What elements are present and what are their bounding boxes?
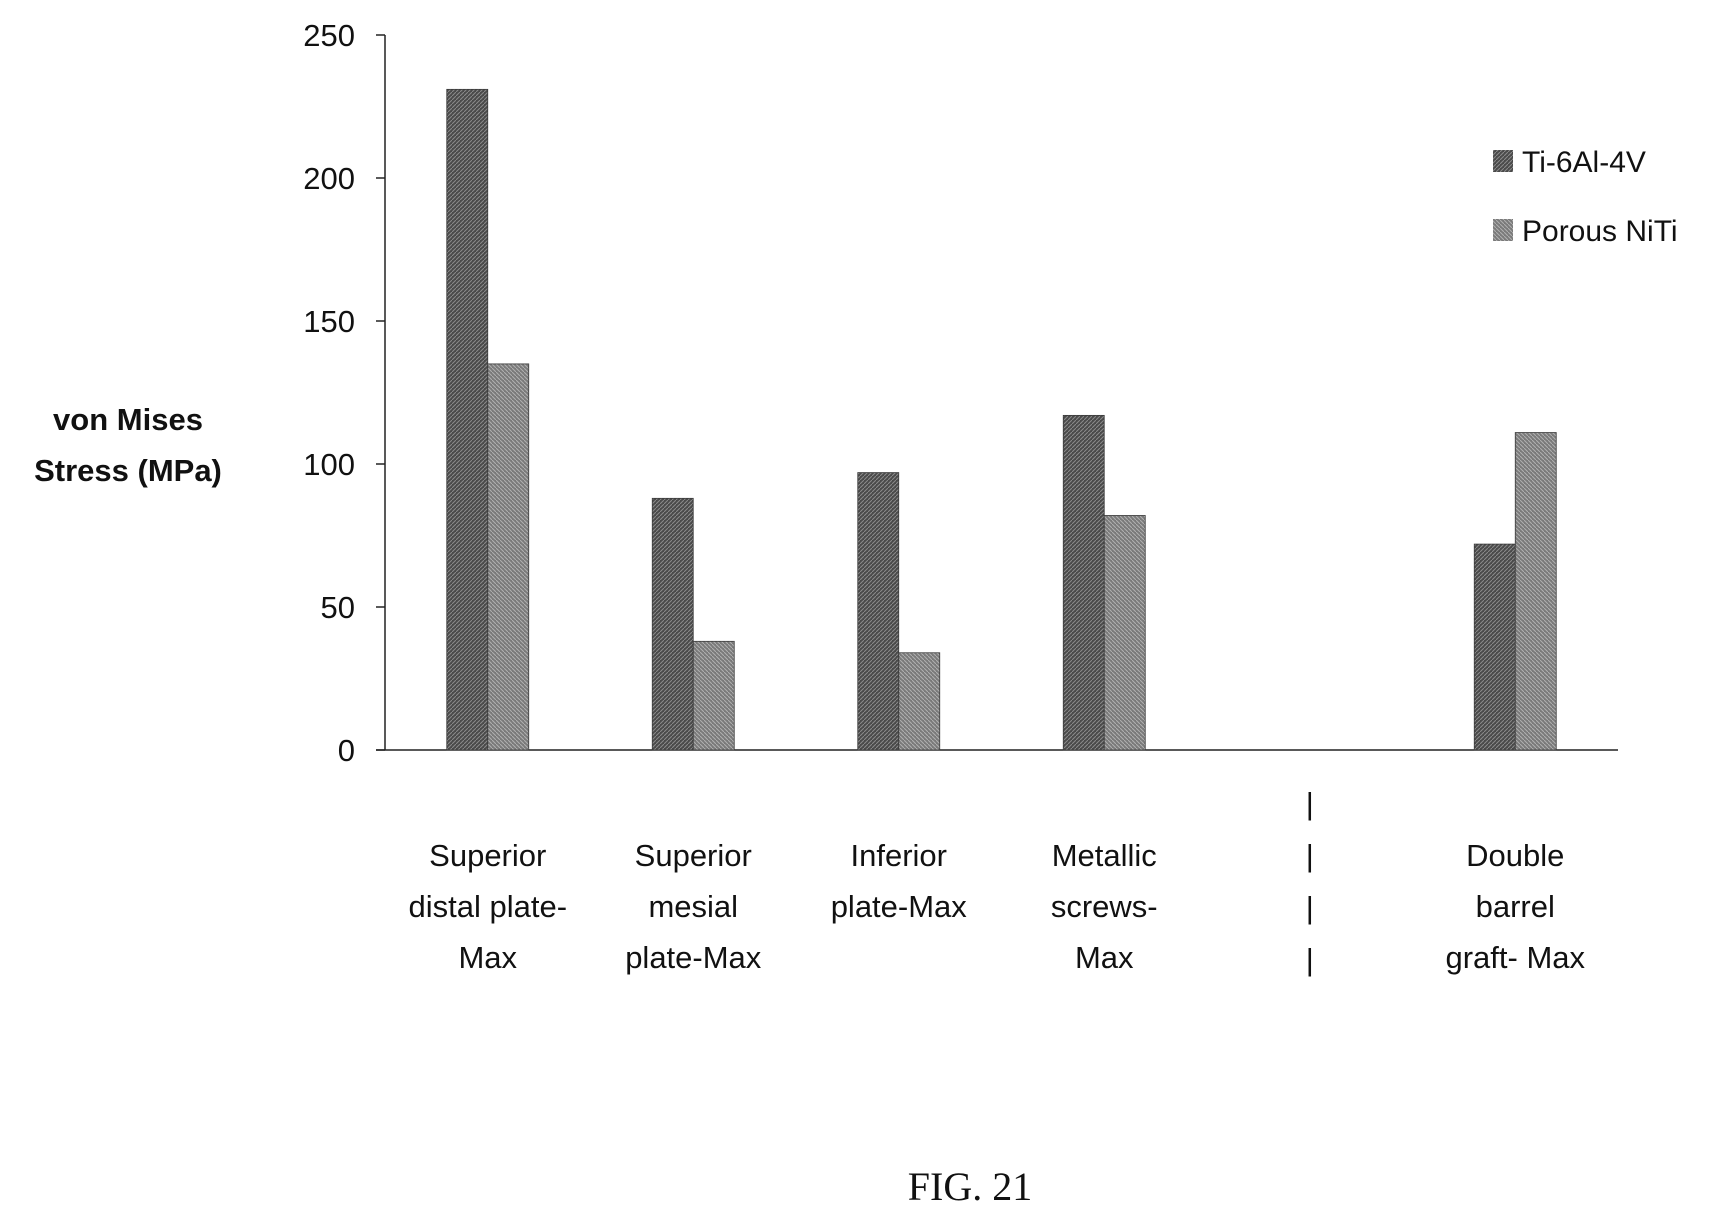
y-ticks: 0 50 100 150 200 250	[303, 18, 385, 768]
bar-porous-niti	[1103, 515, 1146, 751]
y-tick-label: 0	[338, 733, 355, 768]
bar-ti6al4v	[446, 88, 489, 751]
y-axis-label-line-2: Stress (MPa)	[34, 453, 222, 488]
category-label: distal plate-	[408, 889, 567, 924]
category-label: plate-Max	[831, 889, 968, 924]
category-separator-mark: |	[1306, 786, 1314, 821]
legend: Ti-6Al-4V Porous NiTi	[1493, 146, 1678, 248]
category-label: Superior	[635, 838, 752, 873]
category-label: plate-Max	[625, 940, 762, 975]
category-label: Superior	[429, 838, 546, 873]
figure-caption: FIG. 21	[908, 1164, 1032, 1209]
category-label: Double	[1466, 838, 1564, 873]
category-label: Inferior	[851, 838, 947, 873]
y-tick-label: 250	[303, 18, 355, 53]
category-separator-mark: |	[1306, 942, 1314, 977]
bar-porous-niti	[1514, 432, 1557, 751]
category-separator-mark: |	[1306, 838, 1314, 873]
bar-porous-niti	[898, 652, 941, 751]
category-label: Max	[1075, 940, 1134, 975]
bar-ti6al4v	[857, 472, 900, 751]
y-tick-label: 50	[321, 590, 355, 625]
category-label: mesial	[648, 889, 738, 924]
bars	[446, 88, 1557, 751]
bar-porous-niti	[692, 640, 735, 751]
bar-porous-niti	[487, 363, 530, 751]
category-labels: Superior distal plate- Max Superior mesial pl…	[408, 786, 1585, 977]
legend-swatch-porous-niti	[1493, 219, 1513, 241]
category-label: Max	[458, 940, 517, 975]
y-axis-label-line-1: von Mises	[53, 402, 203, 437]
category-separator-mark: |	[1306, 890, 1314, 925]
y-tick-label: 150	[303, 304, 355, 339]
category-label: graft- Max	[1445, 940, 1585, 975]
bar-ti6al4v	[651, 497, 694, 751]
bar-ti6al4v	[1473, 543, 1516, 751]
legend-label-ti6al4v: Ti-6Al-4V	[1522, 146, 1646, 179]
legend-label-porous-niti: Porous NiTi	[1522, 215, 1678, 248]
y-tick-label: 100	[303, 447, 355, 482]
bar-ti6al4v	[1062, 414, 1105, 751]
legend-swatch-ti6al4v	[1493, 150, 1513, 172]
category-label: barrel	[1476, 889, 1555, 924]
category-label: Metallic	[1052, 838, 1157, 873]
y-tick-label: 200	[303, 161, 355, 196]
category-label: screws-	[1051, 889, 1158, 924]
